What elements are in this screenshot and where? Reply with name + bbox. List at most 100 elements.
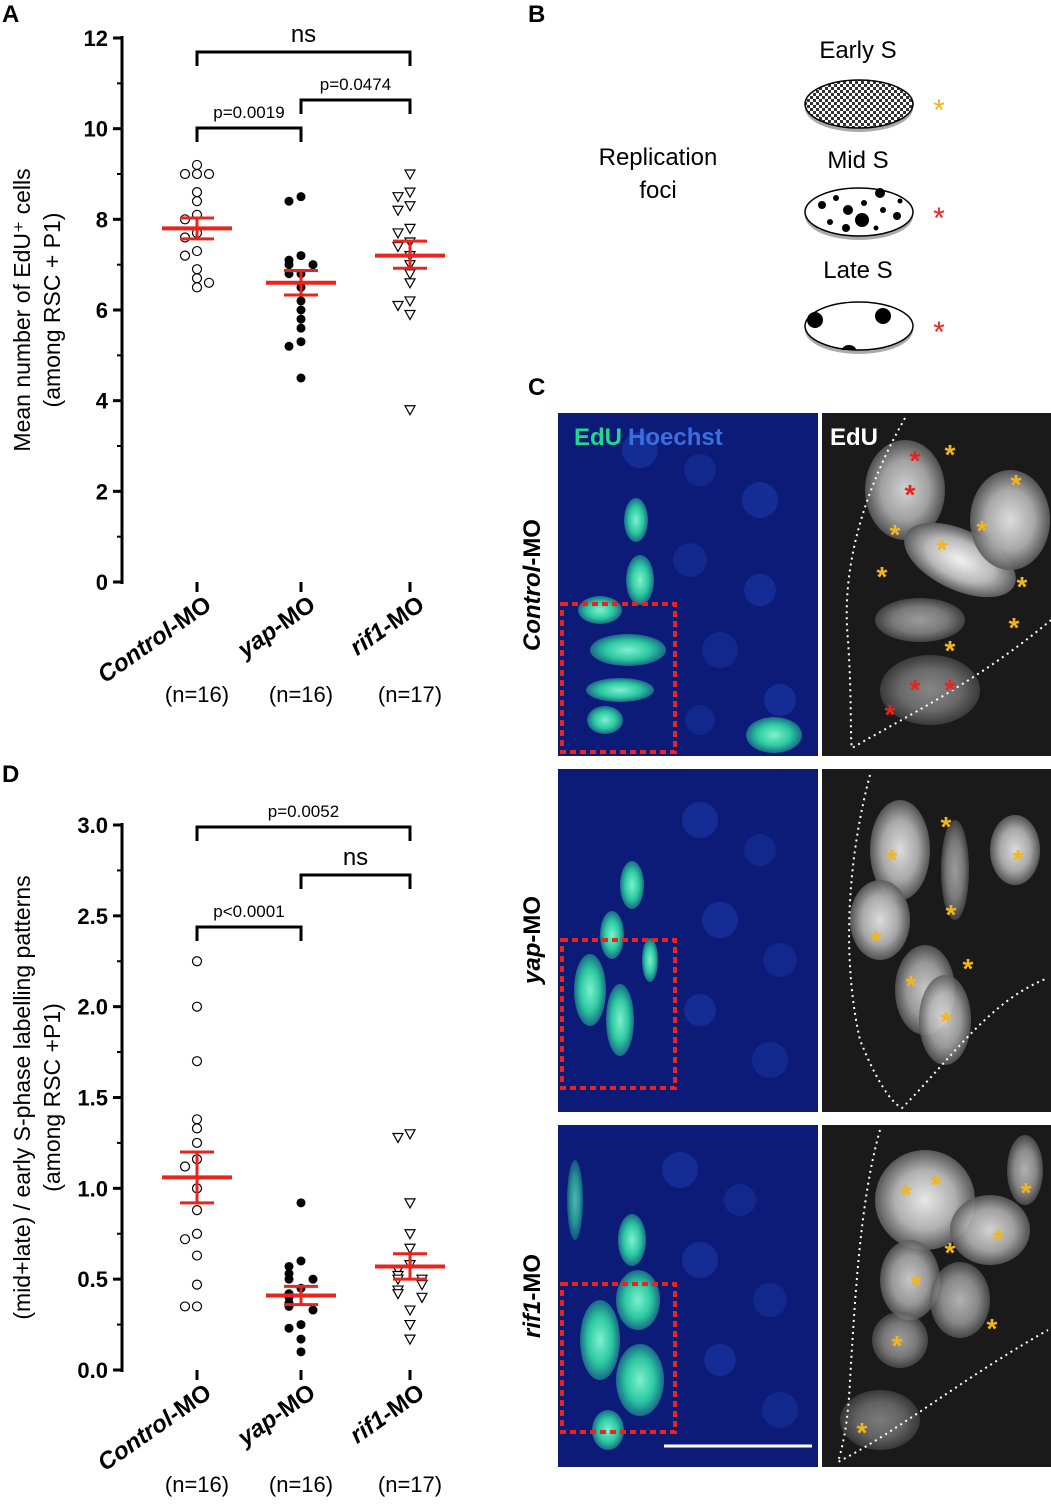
data-point-filled-circle bbox=[296, 296, 306, 306]
star-icon: * bbox=[945, 635, 956, 666]
data-point-filled-circle bbox=[296, 305, 306, 315]
n-label: (n=16) bbox=[269, 1472, 333, 1497]
star-icon: * bbox=[941, 1006, 952, 1037]
y-tick-label: 6 bbox=[96, 298, 108, 323]
significance-label: p=0.0052 bbox=[268, 802, 339, 821]
data-point-filled-circle bbox=[296, 314, 306, 324]
data-point-open-triangle bbox=[403, 1243, 417, 1255]
data-point-filled-circle bbox=[284, 1261, 294, 1271]
replication-foci-title-line2: foci bbox=[639, 177, 676, 204]
data-point-open-circle bbox=[179, 250, 191, 261]
data-point-open-triangle bbox=[391, 241, 405, 253]
n-label: (n=16) bbox=[269, 682, 333, 707]
y-axis-label-line: (mid+late) / early S-phase labelling pat… bbox=[9, 875, 35, 1319]
panel-a-data-points bbox=[179, 159, 417, 416]
panel-d-y-axis-label: (mid+late) / early S-phase labelling pat… bbox=[9, 875, 65, 1319]
data-point-open-triangle bbox=[403, 169, 417, 181]
star-icon: * bbox=[887, 844, 898, 875]
significance-bracket bbox=[195, 925, 303, 941]
y-tick-label: 8 bbox=[96, 207, 108, 232]
panel-d-chart: D 0.0 0.5 1.0 1.5 2.0 2.5 3.0 (mid+late) / ear… bbox=[2, 761, 445, 1497]
star-icon: * bbox=[857, 1417, 868, 1448]
data-point-open-triangle bbox=[403, 1305, 417, 1317]
mid-s-label: Mid S bbox=[827, 147, 888, 174]
significance-bracket bbox=[195, 126, 303, 142]
category-label: Control-MO bbox=[93, 1379, 217, 1477]
data-point-open-triangle bbox=[415, 1292, 429, 1304]
data-point-open-circle bbox=[179, 1234, 191, 1245]
micrograph-row-control: EdU Hoechst EdU bbox=[558, 413, 1051, 756]
panel-a-y-axis-label: Mean number of EdU⁺ cells (among RSC + P1… bbox=[9, 168, 65, 451]
significance-label: p=0.0019 bbox=[213, 103, 284, 122]
data-point-open-triangle bbox=[403, 405, 417, 416]
data-point-filled-circle bbox=[296, 323, 306, 333]
data-point-open-triangle bbox=[403, 223, 417, 235]
data-point-filled-circle bbox=[296, 1334, 306, 1344]
mid-s-nucleus bbox=[804, 187, 914, 240]
row-label-control-italic: Control bbox=[519, 564, 546, 651]
significance-label: ns bbox=[343, 844, 368, 871]
star-icon: * bbox=[946, 899, 957, 930]
category-label: rif1-MO bbox=[345, 591, 429, 661]
y-tick-label: 0.5 bbox=[77, 1267, 108, 1292]
data-point-open-circle bbox=[191, 1114, 203, 1125]
micrograph-stars: * ** ** *** **** **** ******* * ******* bbox=[857, 439, 1032, 1448]
significance-bracket bbox=[299, 873, 412, 889]
star-icon: * bbox=[1017, 571, 1028, 602]
significance-bracket bbox=[299, 98, 412, 114]
star-icon: * bbox=[945, 439, 956, 470]
data-point-open-circle bbox=[179, 1161, 191, 1172]
star-icon: * bbox=[963, 953, 974, 984]
early-s-label: Early S bbox=[819, 37, 896, 64]
late-s-star-icon: * bbox=[933, 316, 945, 349]
data-point-open-triangle bbox=[403, 269, 417, 280]
y-axis-label-line: (among RSC + P1) bbox=[39, 213, 65, 408]
data-point-open-triangle bbox=[391, 192, 405, 203]
replication-foci-title-line1: Replication bbox=[599, 144, 718, 171]
late-s-label: Late S bbox=[823, 257, 892, 284]
data-point-filled-circle bbox=[284, 341, 294, 351]
star-icon: * bbox=[901, 1179, 912, 1210]
star-icon: * bbox=[906, 970, 917, 1001]
significance-label: p=0.0474 bbox=[320, 75, 391, 94]
row-label-yap-suffix: -MO bbox=[519, 896, 546, 943]
data-point-open-triangle bbox=[403, 1334, 417, 1346]
panel-d-category-labels: Control-MO(n=16)yap-MO(n=16)rif1-MO(n=17… bbox=[93, 1370, 442, 1497]
data-point-open-circle bbox=[191, 1001, 203, 1012]
edu-channel-label: EdU bbox=[574, 424, 622, 451]
data-point-open-circle bbox=[191, 1228, 203, 1239]
significance-bracket bbox=[195, 50, 412, 66]
data-point-open-triangle bbox=[415, 1280, 429, 1291]
data-point-open-circle bbox=[203, 168, 215, 180]
panel-a-mean-sem-bars bbox=[162, 216, 445, 297]
category-label: yap-MO bbox=[232, 1379, 320, 1452]
data-point-open-triangle bbox=[391, 1132, 405, 1144]
micrograph-row-rif1 bbox=[558, 1125, 1051, 1467]
data-point-open-triangle bbox=[403, 296, 417, 308]
star-icon: * bbox=[871, 925, 882, 956]
panel-letter-d: D bbox=[2, 761, 19, 788]
star-icon: * bbox=[945, 674, 956, 705]
y-tick-label: 10 bbox=[84, 117, 108, 142]
data-point-open-triangle bbox=[403, 1229, 417, 1240]
star-icon: * bbox=[877, 561, 888, 592]
category-label: yap-MO bbox=[232, 591, 320, 664]
data-point-open-triangle bbox=[403, 1319, 417, 1331]
y-axis-label-line: Mean number of EdU⁺ cells bbox=[9, 168, 35, 451]
star-icon: * bbox=[977, 515, 988, 546]
data-point-open-circle bbox=[191, 196, 203, 207]
row-label-control: Control-MO bbox=[519, 519, 546, 651]
star-icon: * bbox=[945, 1237, 956, 1268]
data-point-filled-circle bbox=[296, 251, 306, 261]
data-point-open-triangle bbox=[391, 1289, 405, 1300]
data-point-filled-circle bbox=[308, 260, 318, 270]
y-tick-label: 0 bbox=[96, 570, 108, 595]
star-icon: * bbox=[905, 479, 916, 510]
data-point-open-circle bbox=[179, 1301, 191, 1312]
data-point-open-triangle bbox=[403, 187, 417, 199]
data-point-open-circle bbox=[191, 1056, 203, 1067]
star-icon: * bbox=[987, 1313, 998, 1344]
data-point-filled-circle bbox=[284, 196, 294, 206]
panel-letter-a: A bbox=[2, 1, 19, 28]
data-point-filled-circle bbox=[284, 260, 294, 270]
